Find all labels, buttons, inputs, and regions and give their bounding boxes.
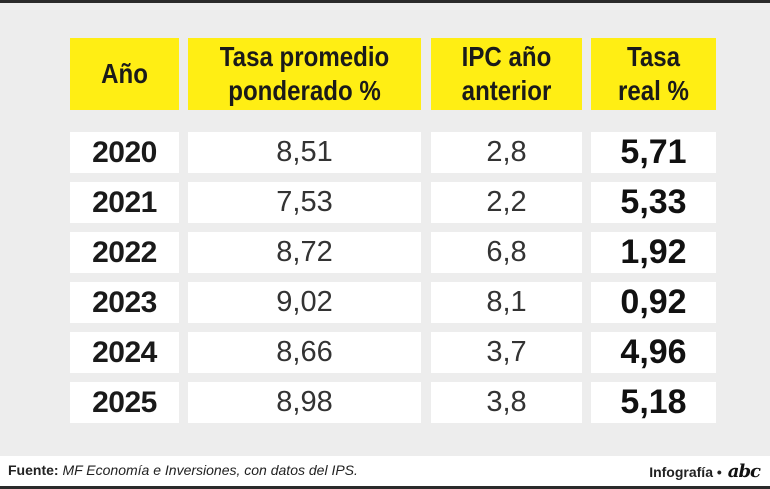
cell-year-value: 2024 (92, 335, 157, 369)
cell-real-value: 5,71 (620, 133, 687, 171)
cell-real-value: 4,96 (620, 333, 687, 371)
cell-ipc-value: 3,7 (486, 336, 527, 368)
cell-ipc-value: 8,1 (486, 286, 527, 318)
cell-real: 5,33 (591, 182, 716, 223)
cell-tasa-value: 7,53 (276, 186, 333, 218)
header-real-line2: real % (618, 75, 689, 106)
header-ipc-line1: IPC año (461, 41, 552, 72)
footer (0, 456, 770, 489)
abc-logo: abc (727, 461, 761, 482)
cell-real-value: 5,18 (620, 383, 687, 421)
cell-tasa-value: 8,72 (276, 236, 333, 268)
cell-tasa: 9,02 (188, 282, 421, 323)
cell-year: 2020 (70, 132, 179, 173)
cell-ipc: 3,8 (431, 382, 582, 423)
header-ipc-line2: anterior (461, 75, 552, 106)
header-cell-tasa: Tasa promedio ponderado % (188, 38, 421, 110)
header-year-label: Año (101, 58, 148, 89)
source-note: Fuente: MF Economía e Inversiones, con d… (8, 462, 358, 478)
header-tasa-line1: Tasa promedio (219, 41, 390, 72)
header-cell-year: Año (70, 38, 179, 110)
cell-year-value: 2020 (92, 135, 157, 169)
bottom-rule (0, 486, 770, 489)
cell-ipc-value: 2,2 (486, 186, 527, 218)
cell-year-value: 2025 (92, 385, 157, 419)
cell-ipc: 6,8 (431, 232, 582, 273)
cell-ipc: 8,1 (431, 282, 582, 323)
cell-year: 2022 (70, 232, 179, 273)
cell-year: 2021 (70, 182, 179, 223)
cell-year: 2024 (70, 332, 179, 373)
cell-ipc: 3,7 (431, 332, 582, 373)
header-cell-real: Tasa real % (591, 38, 716, 110)
cell-real: 5,71 (591, 132, 716, 173)
cell-real-value: 0,92 (620, 283, 687, 321)
cell-tasa: 8,51 (188, 132, 421, 173)
cell-real-value: 5,33 (620, 183, 687, 221)
cell-tasa: 7,53 (188, 182, 421, 223)
cell-ipc: 2,2 (431, 182, 582, 223)
cell-real: 1,92 (591, 232, 716, 273)
cell-real: 0,92 (591, 282, 716, 323)
cell-real: 4,96 (591, 332, 716, 373)
header-cell-ipc: IPC año anterior (431, 38, 582, 110)
cell-ipc-value: 3,8 (486, 386, 527, 418)
cell-tasa-value: 8,51 (276, 136, 333, 168)
cell-ipc-value: 2,8 (486, 136, 527, 168)
cell-year-value: 2022 (92, 235, 157, 269)
header-tasa-line2: ponderado % (228, 75, 381, 106)
credit-label: Infografía • (649, 463, 722, 480)
cell-tasa: 8,98 (188, 382, 421, 423)
cell-tasa-value: 8,98 (276, 386, 333, 418)
source-text: MF Economía e Inversiones, con datos del… (62, 462, 358, 478)
cell-real-value: 1,92 (620, 233, 687, 271)
credit: Infografía • abc (649, 461, 761, 482)
header-real-line1: Tasa (626, 41, 681, 72)
cell-tasa: 8,66 (188, 332, 421, 373)
cell-tasa-value: 8,66 (276, 336, 333, 368)
cell-year-value: 2021 (92, 185, 157, 219)
source-label: Fuente: (8, 462, 59, 478)
cell-tasa: 8,72 (188, 232, 421, 273)
cell-year-value: 2023 (92, 285, 157, 319)
cell-ipc-value: 6,8 (486, 236, 527, 268)
cell-tasa-value: 9,02 (276, 286, 333, 318)
cell-year: 2025 (70, 382, 179, 423)
cell-real: 5,18 (591, 382, 716, 423)
cell-year: 2023 (70, 282, 179, 323)
cell-ipc: 2,8 (431, 132, 582, 173)
